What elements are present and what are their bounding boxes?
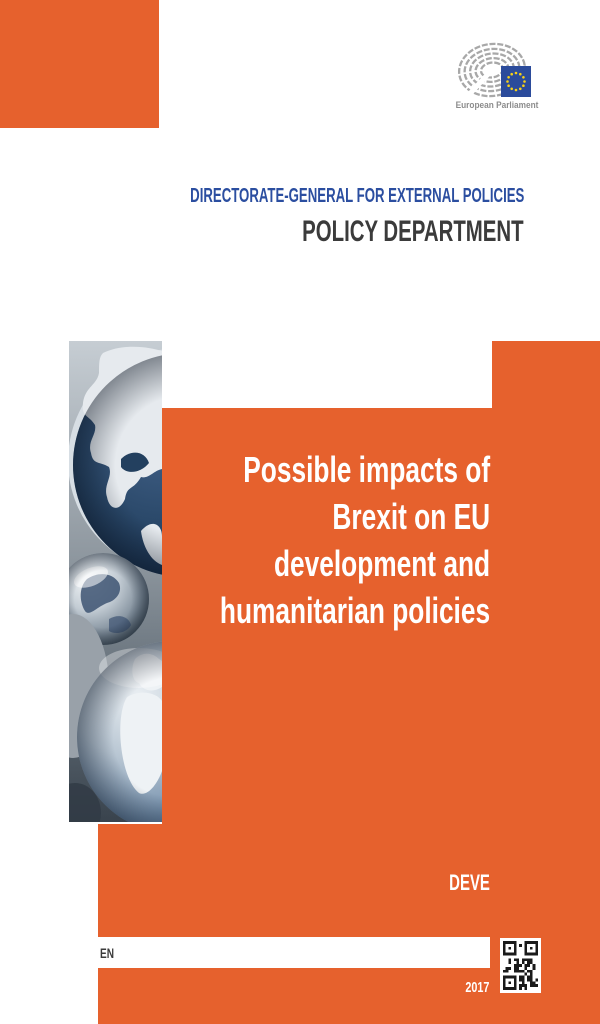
policy-department-heading: POLICY DEPARTMENT: [302, 215, 524, 248]
orange-corner-block: [0, 0, 159, 128]
language-label: EN: [100, 945, 115, 961]
cover-title: Possible impacts of Brexit on EU develop…: [220, 446, 490, 634]
orange-main-block: [162, 408, 600, 824]
globes-cover-image: [69, 341, 162, 822]
language-bar: EN: [0, 937, 490, 968]
year-label: 2017: [464, 979, 489, 996]
ep-logo-caption: European Parliament: [455, 100, 539, 110]
orange-bottom-block: [98, 824, 600, 1024]
european-parliament-logo-icon: [456, 42, 538, 102]
orange-top-right-block: [492, 341, 600, 408]
cover-title-line: Possible impacts of: [243, 449, 490, 490]
qr-code-icon: [500, 938, 541, 993]
directorate-heading: DIRECTORATE-GENERAL FOR EXTERNAL POLICIE…: [189, 185, 524, 207]
cover-title-line: humanitarian policies: [219, 590, 490, 631]
cover-title-line: development and: [273, 543, 490, 584]
committee-code: DEVE: [449, 870, 490, 895]
cover-title-line: Brexit on EU: [332, 496, 490, 537]
